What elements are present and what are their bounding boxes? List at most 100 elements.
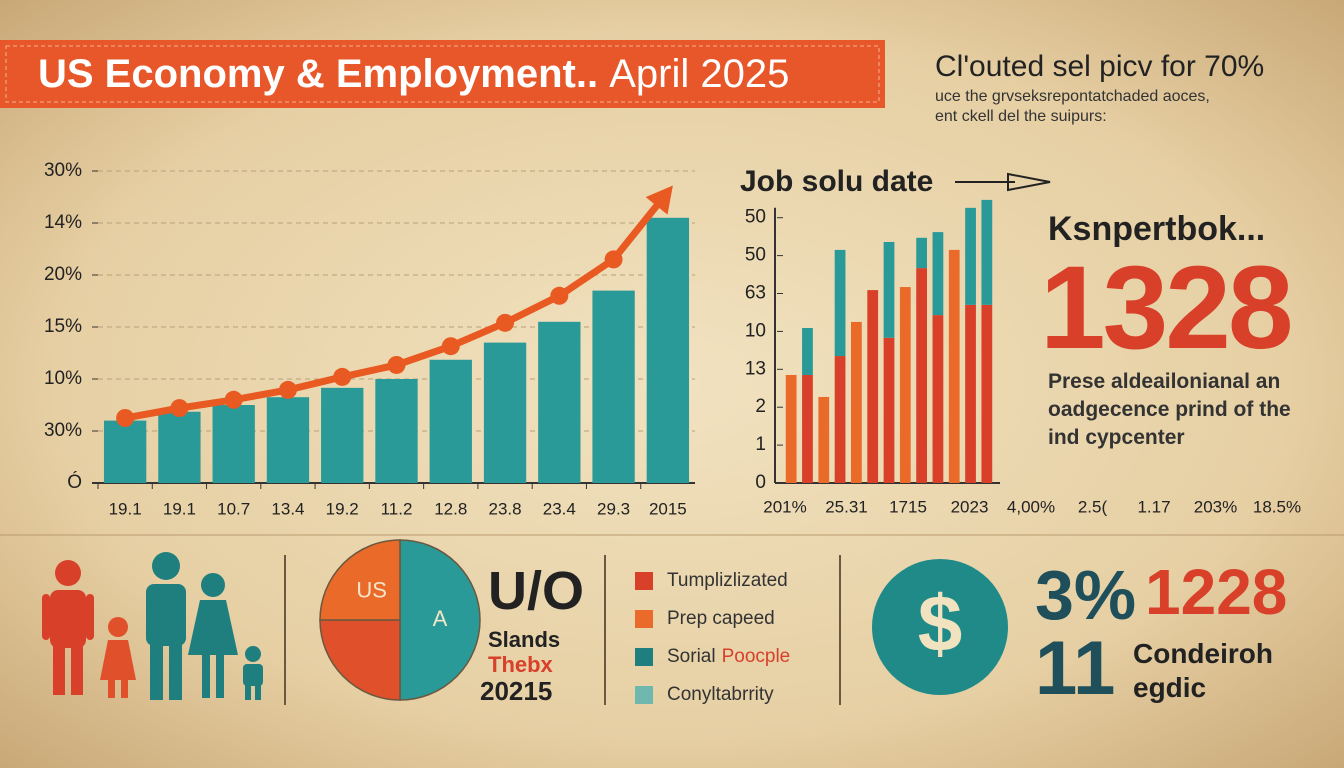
bar-segment xyxy=(965,207,976,305)
bar xyxy=(429,359,472,483)
bar xyxy=(321,387,364,483)
y-tick-label: 10% xyxy=(44,368,82,389)
x-tick-label: 2.5( xyxy=(1078,497,1108,516)
bar-segment xyxy=(916,268,927,483)
pie-caption-line: Slands xyxy=(488,627,561,652)
trend-point xyxy=(604,250,623,269)
x-tick-label: 1715 xyxy=(889,497,927,516)
trend-point xyxy=(278,380,297,399)
trend-point xyxy=(333,367,352,386)
x-tick-label: 23.4 xyxy=(543,499,576,518)
legend-swatch xyxy=(635,610,653,628)
title-banner xyxy=(0,40,885,108)
bar-segment xyxy=(948,249,960,483)
x-tick-label: 11.2 xyxy=(381,499,413,518)
legend-label: Sorial xyxy=(667,646,716,667)
note-title: Cl'outed sel picv for 70% xyxy=(935,50,1265,83)
trend-point xyxy=(496,313,515,332)
pie-slice xyxy=(319,619,401,701)
x-tick-label: 10.7 xyxy=(217,499,250,518)
y-tick-label: Ó xyxy=(67,471,82,493)
y-tick-label: 50 xyxy=(745,207,766,228)
y-tick-label: 63 xyxy=(745,283,766,304)
stat-d: Condeiroh xyxy=(1133,638,1273,669)
stat-e: egdic xyxy=(1133,672,1207,703)
bar-segment xyxy=(834,356,846,483)
trend-point xyxy=(550,286,569,305)
y-tick-label: 1 xyxy=(755,434,766,455)
legend-item: Tumplizlizated xyxy=(635,562,790,600)
pie-slice xyxy=(399,539,481,701)
y-tick-label: 10 xyxy=(745,320,766,341)
title-date: April 2025 xyxy=(609,52,790,96)
highlight-line: ind cypcenter xyxy=(1048,426,1185,449)
bar xyxy=(375,379,418,483)
legend-item: Conyltabrrity xyxy=(635,676,790,714)
legend-swatch xyxy=(635,686,653,704)
x-tick-label: 29.3 xyxy=(597,499,630,518)
legend-label: Conyltabrrity xyxy=(667,684,774,705)
bar xyxy=(592,290,635,483)
x-tick-label: 1.17 xyxy=(1137,497,1170,516)
pie-label: A xyxy=(433,606,448,631)
x-tick-label: 13.4 xyxy=(271,499,304,518)
legend-swatch xyxy=(635,572,653,590)
legend-label-extra: Poocple xyxy=(721,646,791,667)
bar-segment xyxy=(818,396,830,483)
bar-segment xyxy=(883,241,895,338)
x-tick-label: 23.8 xyxy=(488,499,521,518)
dollar-symbol: $ xyxy=(918,579,963,668)
y-tick-label: 14% xyxy=(44,212,82,233)
stat-c: 11 xyxy=(1035,626,1116,711)
bar xyxy=(483,342,527,483)
y-tick-label: 30% xyxy=(44,420,82,441)
pie-caption-big: U/O xyxy=(488,561,585,621)
trend-point xyxy=(116,409,135,427)
bar-segment xyxy=(883,337,895,483)
y-tick-label: 2 xyxy=(755,396,766,417)
bar-segment xyxy=(932,232,944,316)
bar-segment xyxy=(802,374,813,483)
trend-point xyxy=(387,355,406,374)
x-tick-label: 2015 xyxy=(649,499,687,518)
highlight-number: 1328 xyxy=(1040,242,1294,374)
y-tick-label: 20% xyxy=(44,264,82,285)
pie-caption-line: Thebx xyxy=(488,652,553,677)
bar xyxy=(103,420,147,483)
stat-a: 3% xyxy=(1035,556,1137,634)
bar-segment xyxy=(785,374,797,483)
bar-segment xyxy=(965,304,976,483)
dollar-icon xyxy=(872,559,1008,695)
legend: Tumplizlizated Prep capeed Sorial Poocple Co… xyxy=(635,562,790,714)
highlight-line: oadgecence prind of the xyxy=(1048,398,1291,421)
bar-segment xyxy=(916,237,927,269)
bar-segment xyxy=(867,290,879,483)
stat-b: 1228 xyxy=(1145,556,1288,628)
x-tick-label: 19.1 xyxy=(109,499,142,518)
pie-caption-line: 20215 xyxy=(480,676,553,706)
trend-point xyxy=(441,337,460,356)
bar-segment xyxy=(802,327,813,375)
people-icons xyxy=(42,552,263,700)
pie-slice xyxy=(319,539,401,621)
pie-label: US xyxy=(356,578,387,603)
y-tick-label: 15% xyxy=(44,316,82,337)
x-tick-label: 18.5% xyxy=(1253,497,1301,516)
legend-item: Prep capeed xyxy=(635,600,790,638)
bar-segment xyxy=(932,315,944,483)
legend-item: Sorial Poocple xyxy=(635,638,790,676)
highlight-heading: Ksnpertbok... xyxy=(1048,210,1266,248)
bar-segment xyxy=(981,199,993,305)
trend-arrow-head xyxy=(645,185,673,215)
y-tick-label: 13 xyxy=(745,358,766,379)
y-tick-label: 30% xyxy=(44,160,82,181)
x-tick-label: 4,00% xyxy=(1007,497,1055,516)
x-tick-label: 2023 xyxy=(951,497,989,516)
x-tick-label: 19.1 xyxy=(163,499,196,518)
title: US Economy & Employment.. April 2025 xyxy=(38,52,789,97)
legend-swatch xyxy=(635,648,653,666)
note-line: uce the grvseksrepontatchaded aoces, xyxy=(935,88,1210,105)
y-tick-label: 0 xyxy=(755,472,766,493)
